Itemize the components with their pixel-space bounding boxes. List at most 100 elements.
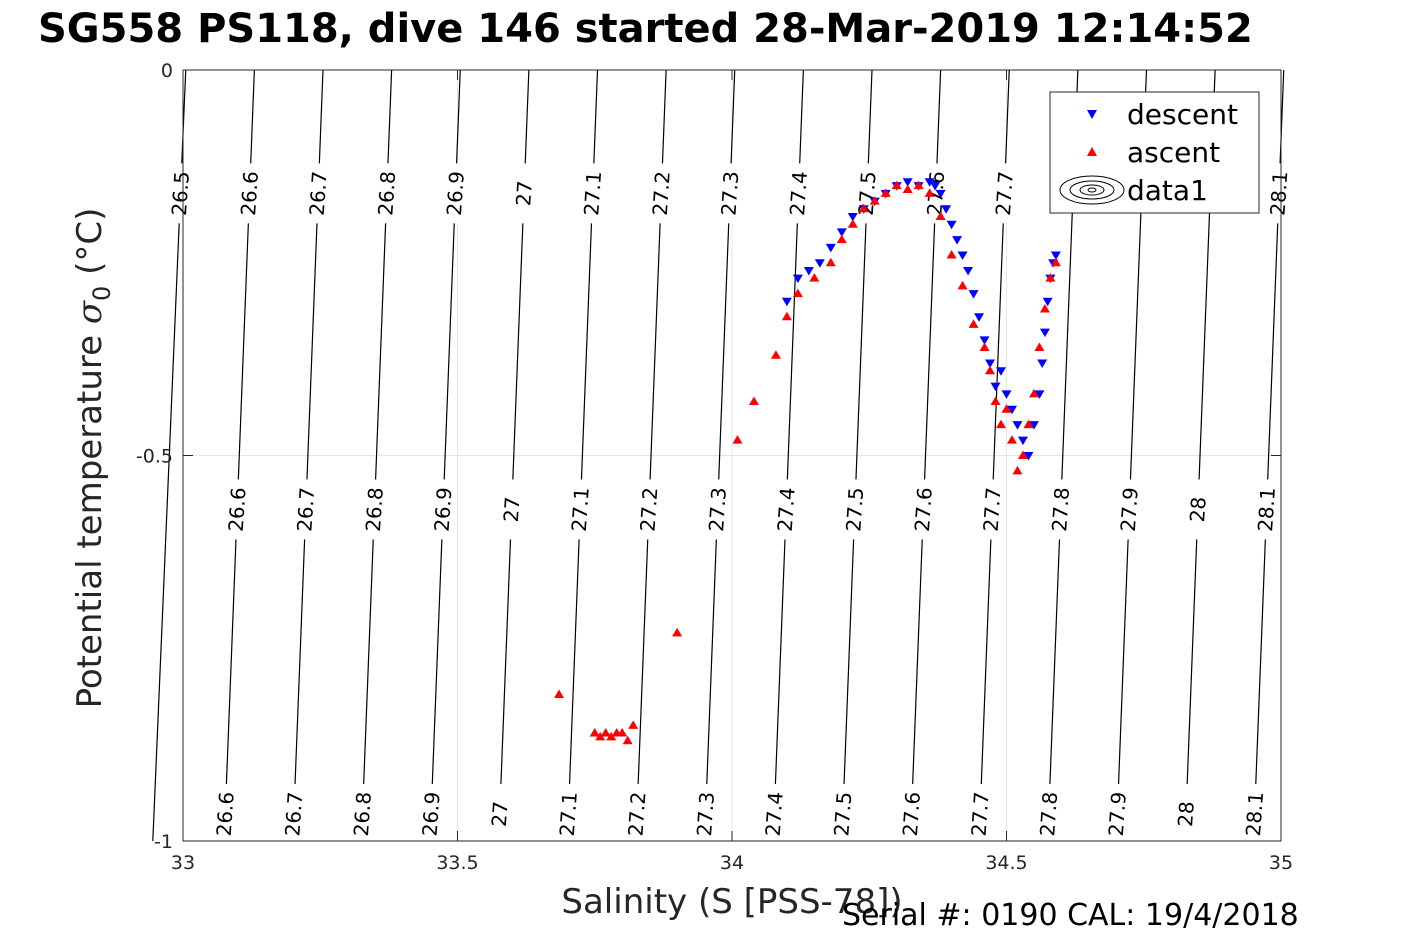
legend-descent-marker — [1087, 110, 1097, 119]
contour-label-background — [237, 163, 262, 224]
contour-label-background — [1048, 479, 1073, 540]
contour-label-background — [213, 784, 238, 845]
contour-label-background — [306, 163, 331, 224]
ascent-point — [891, 180, 902, 190]
y-tick-label: 0 — [161, 60, 173, 82]
contour-icon-ring — [1069, 180, 1115, 200]
contour-label: 27 — [499, 496, 525, 523]
ascent-point — [1012, 465, 1023, 475]
ascent-point — [968, 319, 979, 328]
x-tick-label: 35 — [1269, 852, 1293, 874]
contour-label: 27.3 — [716, 170, 743, 216]
ascent-point — [672, 627, 683, 637]
x-tick-label: 33.5 — [436, 852, 478, 874]
contour-label-background — [774, 479, 799, 540]
contour-icon-ring — [1079, 184, 1105, 196]
ascent-point — [770, 350, 781, 359]
x-tick-label: 34.5 — [985, 852, 1027, 874]
descent-point — [1023, 452, 1034, 461]
contour-label: 26.7 — [292, 486, 319, 532]
ascent-point — [1045, 273, 1056, 282]
ascent-point — [996, 419, 1007, 429]
ascent-point — [628, 720, 639, 729]
descent-point — [990, 382, 1001, 392]
contour-label: 27.3 — [704, 486, 731, 532]
ascent-point — [902, 184, 913, 194]
contour-label-background — [842, 479, 867, 540]
series-descent — [781, 178, 1061, 461]
contour-label: 28.1 — [1265, 170, 1292, 216]
calibration-footer: Serial #: 0190 CAL: 19/4/2018 — [842, 898, 1299, 933]
ascent-point — [792, 288, 803, 298]
legend-entry-ascent: ascent — [1127, 136, 1220, 169]
ascent-point — [1050, 257, 1061, 267]
contour-label-background — [1036, 784, 1061, 845]
contour-label-background — [568, 479, 593, 540]
y-tick-label: -0.5 — [136, 446, 173, 468]
descent-point — [941, 205, 952, 214]
contour-label: 27 — [511, 180, 537, 207]
contour-icon-ring — [1059, 175, 1125, 205]
ascent-point — [990, 396, 1001, 406]
contour-label-background — [580, 163, 605, 224]
ascent-point — [809, 273, 820, 282]
contour-label-background — [911, 479, 936, 540]
x-tick-label: 34 — [720, 852, 744, 874]
legend-ascent-marker — [1087, 147, 1097, 156]
descent-point — [974, 313, 985, 322]
contour-label: 27.8 — [1047, 486, 1074, 532]
ascent-point — [1039, 304, 1050, 313]
contour-label: 28.1 — [1253, 486, 1280, 532]
ascent-point — [946, 250, 957, 259]
ascent-point — [869, 196, 880, 205]
contour-label-background — [1242, 784, 1267, 845]
contour-label: 27.6 — [898, 791, 925, 837]
descent-point — [1050, 251, 1061, 261]
x-tick-label: 33 — [171, 852, 195, 874]
legend-entry-data1: data1 — [1127, 174, 1208, 207]
y-axis-label-unit: (°C) — [70, 208, 110, 286]
contour-label-background — [624, 784, 649, 845]
ascent-point — [781, 311, 792, 321]
series-ascent — [554, 180, 1061, 745]
contour-icon-ring — [1087, 187, 1097, 193]
y-axis-label-main: Potential temperature — [70, 324, 110, 708]
ascent-point — [748, 396, 759, 406]
descent-point — [957, 251, 968, 261]
contour-label: 27.9 — [1104, 791, 1131, 837]
contour-label-background — [968, 784, 993, 845]
contour-label: 26.7 — [280, 791, 307, 837]
legend[interactable]: descent ascent data1 — [1049, 91, 1260, 214]
contour-label-background — [1117, 479, 1142, 540]
ascent-point — [606, 731, 617, 741]
contour-label: 26.6 — [224, 486, 251, 532]
descent-point — [825, 243, 836, 253]
ascent-point — [1001, 404, 1012, 413]
contour-label: 28.1 — [1241, 791, 1268, 837]
contour-label-background — [1266, 163, 1291, 224]
descent-point — [847, 212, 858, 222]
y-axis-label-subscript: 0 — [88, 286, 116, 301]
contour-label-background — [705, 479, 730, 540]
contour-label: 27.2 — [648, 170, 675, 216]
contour-label-background — [980, 479, 1005, 540]
contour-label-background — [762, 784, 787, 845]
contour-label-background — [992, 163, 1017, 224]
contour-label: 27.8 — [1035, 791, 1062, 837]
ascent-point — [847, 219, 858, 228]
descent-point — [1042, 297, 1053, 307]
contour-label-background — [1105, 784, 1130, 845]
y-axis-label: Potential temperature σ0 (°C) — [70, 208, 116, 709]
contour-label: 27.1 — [555, 791, 582, 837]
contour-label-background — [1173, 784, 1198, 845]
descent-point — [1037, 359, 1048, 368]
contour-label-background — [717, 163, 742, 224]
descent-point — [1017, 436, 1028, 446]
ascent-point — [732, 435, 743, 444]
ascent-point — [957, 280, 968, 290]
descent-point — [935, 189, 946, 199]
contour-label: 28 — [1173, 800, 1199, 827]
descent-point — [1034, 390, 1045, 399]
descent-point — [1028, 421, 1039, 430]
contour-label-background — [1185, 479, 1210, 540]
